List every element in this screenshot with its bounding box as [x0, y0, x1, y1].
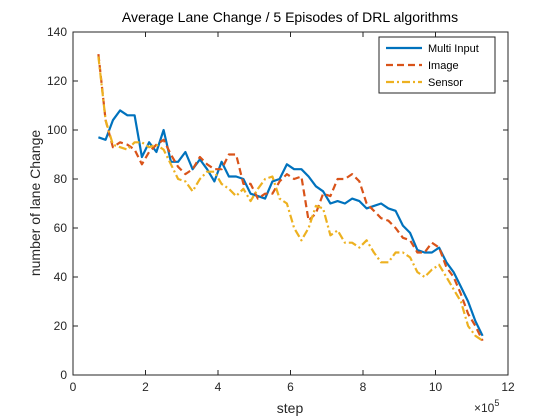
y-tick-label: 40	[54, 270, 68, 284]
chart-title: Average Lane Change / 5 Episodes of DRL …	[122, 9, 458, 25]
x-tick-label: 6	[287, 380, 294, 394]
series-line-image	[97, 53, 484, 342]
series-line-multi-input	[98, 109, 484, 337]
x-exponent-power: 5	[494, 398, 499, 408]
x-tick-label: 8	[360, 380, 367, 394]
y-tick-label: 120	[47, 74, 67, 88]
x-tick-label: 10	[429, 380, 443, 394]
x-tick-label: 4	[215, 380, 222, 394]
y-tick-label: 140	[47, 25, 67, 39]
y-tick-label: 0	[60, 368, 67, 382]
series-line-sensor	[97, 56, 484, 342]
legend: Multi Input Image Sensor	[378, 36, 496, 94]
y-tick-label: 100	[47, 123, 67, 137]
x-exponent-base: ×10	[474, 401, 495, 415]
x-axis-label: step	[277, 400, 304, 416]
x-exponent-label: ×105	[474, 398, 499, 415]
y-tick-label: 60	[54, 221, 68, 235]
x-tick-label: 12	[501, 380, 515, 394]
y-tick-label: 20	[54, 319, 68, 333]
series-layer	[97, 53, 484, 342]
y-axis-label: number of lane Change	[27, 130, 43, 277]
legend-label-image: Image	[428, 60, 459, 72]
legend-label-sensor: Sensor	[428, 77, 463, 89]
x-tick-label: 0	[70, 380, 77, 394]
legend-label-multi-input: Multi Input	[428, 43, 479, 55]
x-tick-label: 2	[142, 380, 149, 394]
y-tick-label: 80	[54, 172, 68, 186]
